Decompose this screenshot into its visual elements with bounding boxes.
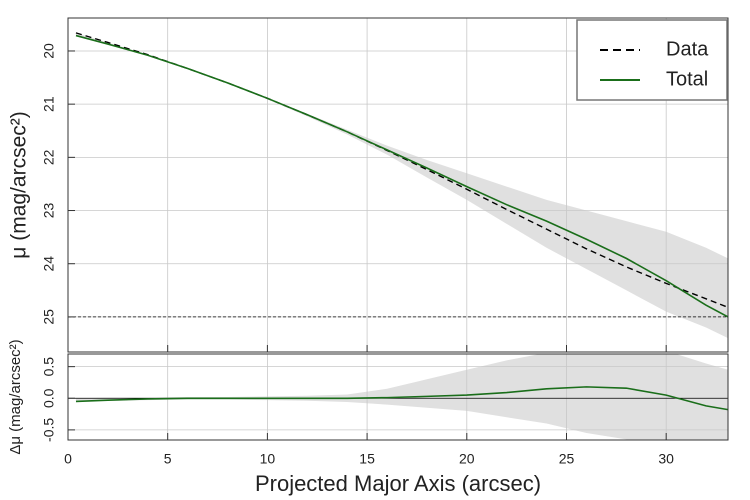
y-axis-label: μ (mag/arcsec²): [8, 111, 31, 258]
plot-area: [68, 18, 728, 352]
y-tick-label: 22: [41, 149, 57, 165]
x-tick-label: 10: [260, 451, 276, 467]
legend-label: Data: [666, 38, 709, 60]
y-tick-label: 0.0: [41, 388, 57, 408]
x-tick-label: 0: [64, 451, 72, 467]
uncertainty-band: [75, 32, 728, 339]
y-tick-label: -0.5: [41, 418, 57, 442]
y-tick-label: 0.5: [41, 357, 57, 377]
y-tick-label: 21: [41, 96, 57, 112]
y-tick-label: 25: [41, 309, 57, 325]
legend-box: [576, 19, 728, 101]
x-tick-label: 20: [459, 451, 475, 467]
y-axis-label: Δμ (mag/arcsec²): [7, 339, 24, 454]
x-tick-label: 25: [559, 451, 575, 467]
y-tick-label: 23: [41, 203, 57, 219]
series-line: [75, 34, 728, 318]
x-tick-label: 5: [164, 451, 172, 467]
series-line: [75, 386, 728, 411]
plot-frame: [67, 353, 729, 441]
x-axis-label: Projected Major Axis (arcsec): [255, 471, 541, 496]
y-tick-label: 20: [41, 43, 57, 59]
x-tick-label: 15: [359, 451, 375, 467]
x-tick-label: 30: [658, 451, 674, 467]
plot-frame: [67, 17, 729, 353]
legend-label: Total: [666, 68, 708, 90]
y-tick-label: 24: [41, 256, 57, 272]
plot-area: [68, 354, 728, 440]
